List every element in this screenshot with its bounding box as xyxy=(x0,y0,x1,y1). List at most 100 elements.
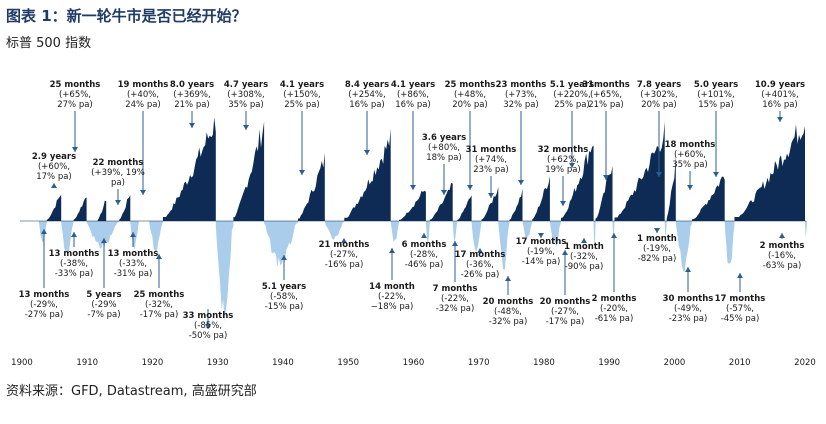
bull-arrow-2 xyxy=(51,183,57,188)
bear-label-7-line-3: -15% pa) xyxy=(265,302,304,312)
bear-label-3: 5 years(-29%-7% pa) xyxy=(86,290,121,320)
bear-label-15-line-2: (-27%, xyxy=(551,307,579,317)
bear-label-15-line-1: 20 months xyxy=(540,297,591,307)
bull-label-4-line-1: 19 months xyxy=(118,80,169,90)
bear-label-11: 7 months(-22%,-32% pa) xyxy=(433,284,478,314)
bull-label-20-line-3: 16% pa) xyxy=(762,100,798,110)
bear-arrow-6 xyxy=(205,309,211,329)
bull-market-area-4 xyxy=(119,195,131,221)
bear-arrow-16 xyxy=(581,238,587,243)
bull-label-1-line-1: 25 months xyxy=(50,80,101,90)
bear-arrow-14 xyxy=(538,233,544,238)
bear-label-19-line-3: -23% pa) xyxy=(669,314,708,324)
bear-label-16-line-1: 1 month xyxy=(564,242,604,252)
bear-label-20-line-3: -45% pa) xyxy=(721,314,760,324)
x-tick-1920: 1920 xyxy=(142,358,164,368)
bull-label-2-line-2: (+60%, xyxy=(38,162,70,172)
bull-label-6-line-3: 35% pa) xyxy=(228,100,264,110)
bear-label-14-line-2: (-19%, xyxy=(527,247,555,257)
bear-label-13: 20 months(-48%,-32% pa) xyxy=(483,297,534,327)
bear-market-area-10 xyxy=(425,221,430,245)
bull-label-13-line-1: 23 months xyxy=(496,80,547,90)
bull-market-area-8 xyxy=(344,128,391,221)
x-tick-1980: 1980 xyxy=(533,358,555,368)
bull-arrow-5 xyxy=(189,111,195,128)
bear-label-2-line-3: -33% pa) xyxy=(55,269,94,279)
x-tick-2010: 2010 xyxy=(729,358,751,368)
bull-label-9-line-1: 4.1 years xyxy=(391,80,435,90)
bull-label-4: 19 months(+40%,24% pa) xyxy=(118,80,169,110)
bull-label-19-line-2: (+101%, xyxy=(697,90,734,100)
bull-market-area-5 xyxy=(162,117,216,221)
bear-label-4-line-2: (-33%, xyxy=(119,259,147,269)
bear-label-17-line-3: -61% pa) xyxy=(595,314,634,324)
bear-label-10: 6 months(-28%,-46% pa) xyxy=(402,240,447,270)
bear-arrow-15 xyxy=(562,250,568,295)
bear-label-1-line-3: -27% pa) xyxy=(25,310,64,320)
bull-label-10-line-1: 3.6 years xyxy=(422,133,466,143)
bull-label-9-line-2: (+86%, xyxy=(397,90,429,100)
bear-market-area-15 xyxy=(549,221,561,247)
bear-arrow-8 xyxy=(341,238,347,243)
bear-market-area-3 xyxy=(86,221,120,249)
bear-label-7: 5.1 years(-58%,-15% pa) xyxy=(262,282,306,312)
bull-label-13: 23 months(+73%,32% pa) xyxy=(496,80,547,110)
bear-label-10-line-1: 6 months xyxy=(402,240,447,250)
bull-label-1: 25 months(+65%,27% pa) xyxy=(50,80,101,110)
bull-label-6: 4.7 years(+308%,35% pa) xyxy=(224,80,268,110)
bear-label-2-line-2: (-38%, xyxy=(60,259,88,269)
bull-label-14-line-2: (+62%, xyxy=(547,155,579,165)
source-note: 资料来源：GFD, Datastream, 高盛研究部 xyxy=(6,384,257,399)
bear-label-9-line-3: −18% pa) xyxy=(371,302,414,312)
bear-arrow-7 xyxy=(281,255,287,280)
bear-label-20-line-1: 17 months xyxy=(715,294,766,304)
bull-label-14-line-1: 32 months xyxy=(538,145,589,155)
bull-label-20-line-2: (+401%, xyxy=(761,90,798,100)
bear-label-8-line-3: -16% pa) xyxy=(325,260,364,270)
bear-label-12: 17 months(-36%,-26% pa) xyxy=(455,250,506,280)
bear-label-17-line-2: (-20%, xyxy=(600,304,628,314)
bear-label-3-line-1: 5 years xyxy=(86,290,121,300)
bear-label-5: 25 months(-32%,-17% pa) xyxy=(134,290,185,320)
bull-arrow-14 xyxy=(560,176,566,206)
bull-label-16-line-1: 31months xyxy=(582,80,630,90)
bull-label-3-line-1: 22 months xyxy=(93,158,144,168)
bear-label-5-line-2: (-32%, xyxy=(145,300,173,310)
bull-label-7-line-1: 4.1 years xyxy=(280,80,324,90)
bull-market-area-18 xyxy=(666,154,676,221)
bear-label-11-line-1: 7 months xyxy=(433,284,478,294)
bear-label-19-line-2: (-49%, xyxy=(674,304,702,314)
bear-label-19-line-1: 30 months xyxy=(663,294,714,304)
bear-label-19: 30 months(-49%,-23% pa) xyxy=(663,294,714,324)
bull-label-12-line-1: 31 months xyxy=(466,145,517,155)
bear-label-17: 2 months(-20%,-61% pa) xyxy=(592,294,637,324)
bear-arrow-20 xyxy=(737,273,743,292)
bull-label-17-line-2: (+302%, xyxy=(640,90,677,100)
bull-market-area-1 xyxy=(46,194,62,221)
bear-label-13-line-3: -32% pa) xyxy=(489,317,528,327)
bull-label-19: 5.0 years(+101%,15% pa) xyxy=(694,80,738,110)
bull-market-area-7 xyxy=(298,152,325,221)
bull-label-3: 22 months(+39%, 19%pa) xyxy=(91,158,145,188)
bull-label-9-line-3: 16% pa) xyxy=(395,100,431,110)
bear-label-14-line-3: -14% pa) xyxy=(522,257,561,267)
bear-arrow-4 xyxy=(130,232,136,247)
bull-label-1-line-3: 27% pa) xyxy=(57,100,93,110)
x-tick-1950: 1950 xyxy=(337,358,359,368)
bull-market-area-6 xyxy=(233,121,265,221)
bull-arrow-6 xyxy=(243,111,249,130)
bear-label-15: 20 months(-27%,-17% pa) xyxy=(540,297,591,327)
bear-label-6-line-3: -50% pa) xyxy=(189,331,228,341)
bear-market-area-17 xyxy=(612,221,615,237)
bull-label-2: 2.9 years(+60%,17% pa) xyxy=(32,152,76,182)
bear-market-area-12 xyxy=(471,221,482,252)
bear-label-21-line-2: (-16%, xyxy=(768,251,796,261)
bull-label-20: 10.9 years(+401%,16% pa) xyxy=(755,80,805,110)
x-tick-2000: 2000 xyxy=(664,358,686,368)
bear-label-4-line-3: -31% pa) xyxy=(114,269,153,279)
bull-label-19-line-1: 5.0 years xyxy=(694,80,738,90)
bear-arrow-5 xyxy=(156,254,162,288)
bear-label-2: 13 months(-38%,-33% pa) xyxy=(49,249,100,279)
bear-market-area-11 xyxy=(452,221,458,244)
